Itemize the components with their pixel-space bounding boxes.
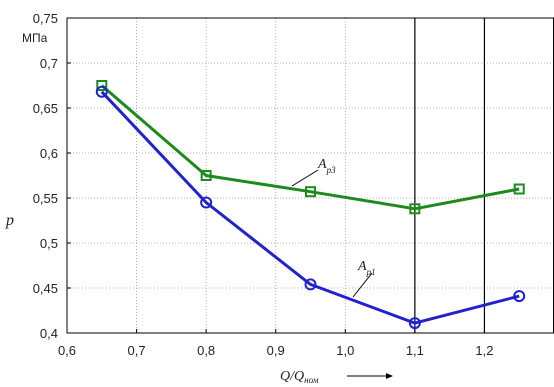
y-tick-label: 0,4 (40, 326, 58, 341)
x-tick-label: 0,8 (197, 343, 215, 358)
y-tick-label: 0,55 (33, 191, 58, 206)
y-axis-label: p (5, 212, 14, 229)
series-p1 (95, 85, 526, 330)
x-tick-label: 0,9 (267, 343, 285, 358)
vertical-lines (414, 18, 486, 333)
y-tick-label: 0,7 (40, 56, 58, 71)
svg-text:Ap3: Ap3 (317, 157, 336, 175)
data-point (409, 203, 421, 215)
series-line (100, 90, 520, 325)
x-axis-arrow (347, 373, 393, 379)
data-point (96, 80, 108, 91)
y-tick-label: 0,5 (40, 236, 58, 251)
data-point (513, 183, 525, 195)
x-tick-label: 0,6 (58, 343, 76, 358)
x-tick-label: 1,0 (336, 343, 354, 358)
y-axis-ticks: 0,4 0,45 0,5 0,55 0,6 0,65 0,7 0,75 (33, 11, 71, 341)
data-point (200, 170, 212, 181)
data-point (408, 317, 421, 330)
series-label-p3: Ap3 (291, 157, 336, 187)
x-axis-ticks: 0,6 0,7 0,8 0,9 1,0 1,1 1,2 (58, 329, 493, 358)
y-tick-label: 0,45 (33, 281, 58, 296)
series-label-p1-main: A (357, 259, 367, 274)
x-tick-label: 1,2 (475, 343, 493, 358)
data-point (200, 196, 213, 209)
svg-text:Ap1: Ap1 (357, 259, 376, 277)
series-label-p3-main: A (317, 157, 327, 172)
grid (67, 18, 554, 333)
data-point (513, 290, 526, 303)
series-label-p3-sub: p3 (326, 165, 337, 175)
y-axis-unit: МПа (22, 31, 48, 45)
series-p3 (96, 80, 525, 215)
data-point (95, 85, 108, 98)
x-tick-label: 1,1 (406, 343, 424, 358)
data-point (304, 278, 317, 291)
x-axis-label-sub: ном (304, 375, 319, 385)
x-axis-label-main: Q/Q (280, 369, 304, 384)
series-label-p1-sub: p1 (366, 267, 376, 277)
data-point (305, 186, 316, 198)
series-group (95, 80, 526, 330)
y-tick-label: 0,65 (33, 101, 58, 116)
y-tick-label: 0,6 (40, 146, 58, 161)
series-line (100, 84, 520, 211)
x-tick-label: 0,7 (128, 343, 146, 358)
x-axis-label: Q/Qном (280, 369, 319, 385)
y-tick-label: 0,75 (33, 11, 58, 26)
series-label-p1: Ap1 (352, 259, 376, 298)
